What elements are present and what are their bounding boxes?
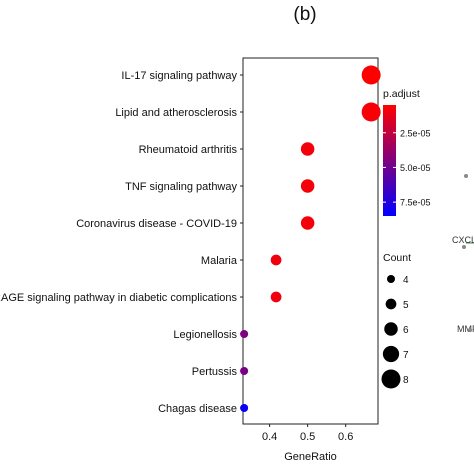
size-legend-dot bbox=[387, 275, 395, 283]
y-tick-label: IL-17 signaling pathway bbox=[121, 70, 237, 82]
data-point bbox=[240, 367, 249, 375]
y-tick-label: Pertussis bbox=[192, 366, 238, 378]
color-legend-tick-label: 7.5e-05 bbox=[400, 198, 431, 208]
y-axis-tick-labels: IL-17 signaling pathway Lipid and atheros… bbox=[0, 70, 238, 415]
size-legend-label: 4 bbox=[403, 275, 409, 286]
y-tick-label: Legionellosis bbox=[173, 329, 237, 341]
adjacent-network-panel-fragment: CXCL8 MMP bbox=[452, 174, 474, 334]
x-axis-title: GeneRatio bbox=[284, 451, 337, 463]
y-tick-label: AGE-RAGE signaling pathway in diabetic c… bbox=[0, 292, 237, 304]
y-tick-label: Chagas disease bbox=[158, 403, 237, 415]
data-point bbox=[240, 330, 249, 338]
size-legend-label: 6 bbox=[403, 325, 409, 336]
size-legend-dot bbox=[382, 345, 400, 363]
y-tick-label: Rheumatoid arthritis bbox=[139, 144, 238, 156]
network-node-label-mmp: MMP bbox=[457, 324, 474, 334]
network-node bbox=[468, 328, 472, 332]
size-legend-title: Count bbox=[383, 252, 411, 264]
plot-panel-border bbox=[242, 57, 379, 425]
size-legend-dot bbox=[381, 369, 401, 389]
data-point bbox=[240, 404, 249, 412]
network-node bbox=[464, 174, 468, 178]
network-node bbox=[462, 245, 466, 249]
color-legend-gradient-bar bbox=[383, 105, 396, 216]
data-point bbox=[270, 254, 282, 266]
size-legend-label: 5 bbox=[403, 300, 409, 311]
color-legend-tick-label: 2.5e-05 bbox=[400, 128, 431, 138]
data-point bbox=[361, 102, 381, 122]
network-node-label-cxcl8: CXCL8 bbox=[452, 235, 474, 245]
data-point bbox=[300, 216, 315, 230]
color-legend-tick-label: 5.0e-05 bbox=[400, 163, 431, 173]
data-point bbox=[270, 291, 282, 303]
y-tick-label: Malaria bbox=[201, 255, 238, 267]
size-legend-label: 7 bbox=[403, 350, 409, 361]
size-legend-dot bbox=[385, 298, 397, 310]
y-tick-label: TNF signaling pathway bbox=[125, 181, 237, 193]
y-tick-label: Coronavirus disease - COVID-19 bbox=[76, 218, 237, 230]
data-point bbox=[300, 179, 315, 193]
size-legend-dot bbox=[384, 322, 398, 336]
panel-label: (b) bbox=[293, 4, 316, 25]
x-tick-label: 0.5 bbox=[300, 431, 315, 443]
x-tick-label: 0.6 bbox=[338, 431, 353, 443]
size-legend-label: 8 bbox=[403, 375, 409, 386]
color-legend-title: p.adjust bbox=[383, 88, 420, 100]
size-legend-items: 4 5 6 7 8 bbox=[381, 275, 409, 389]
color-legend-ticks: 2.5e-05 5.0e-05 7.5e-05 bbox=[383, 128, 431, 208]
data-point bbox=[300, 142, 315, 156]
x-axis-tick-labels: 0.4 0.5 0.6 bbox=[262, 431, 353, 443]
y-tick-label: Lipid and atherosclerosis bbox=[115, 107, 237, 119]
x-tick-label: 0.4 bbox=[262, 431, 277, 443]
x-axis-ticks bbox=[269, 424, 347, 427]
data-point bbox=[361, 65, 381, 85]
data-points bbox=[240, 65, 381, 412]
